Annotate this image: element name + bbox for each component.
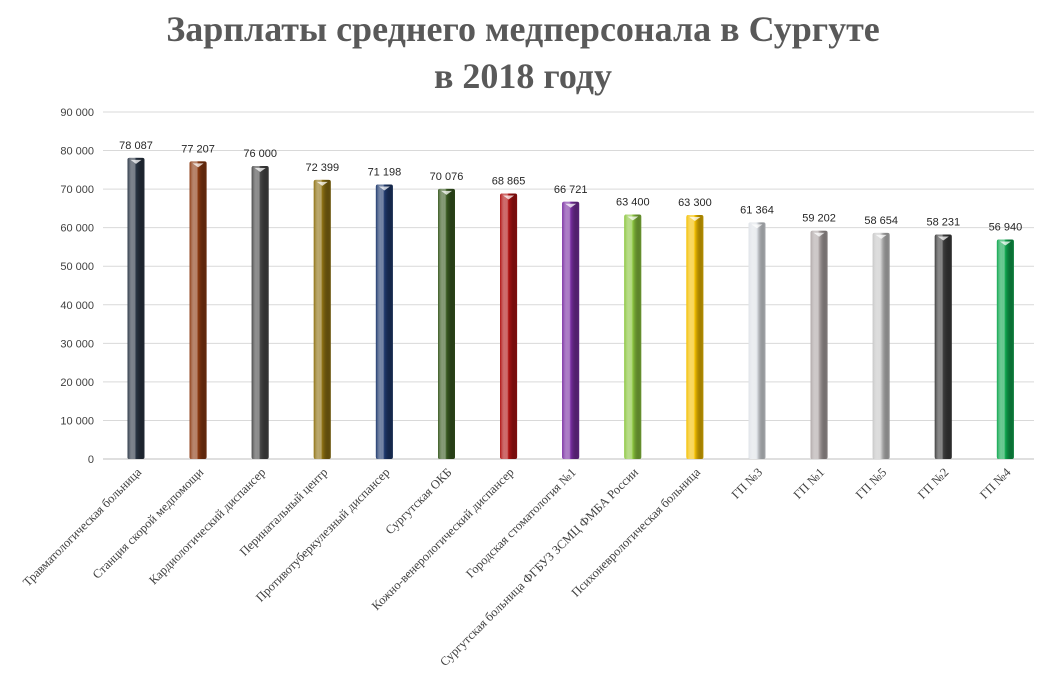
- data-label: 61 364: [740, 204, 774, 216]
- y-tick-label: 0: [88, 454, 94, 466]
- y-tick-label: 90 000: [60, 107, 94, 119]
- bar-gloss: [438, 188, 455, 459]
- bar-gloss: [996, 239, 1014, 459]
- data-label: 71 198: [368, 166, 402, 178]
- bar-cap-highlight: [316, 181, 328, 186]
- chart-title: Зарплаты среднего медперсонала в Сургуте…: [0, 6, 1046, 100]
- bar-cap-highlight: [378, 186, 390, 191]
- bar-gloss: [934, 234, 952, 459]
- chart-title-line-2: в 2018 году: [433, 56, 613, 96]
- bar-cap-highlight: [565, 203, 577, 208]
- x-tick-label: ГП №3: [729, 465, 765, 501]
- bar-gloss: [686, 214, 704, 459]
- data-label: 63 400: [616, 197, 650, 209]
- x-tick-label: Станция скорой медпомощи: [90, 465, 207, 582]
- bar-cap-highlight: [627, 216, 639, 221]
- bar-gloss: [189, 161, 207, 459]
- y-tick-label: 40 000: [60, 300, 94, 312]
- y-tick-label: 80 000: [60, 146, 94, 158]
- bar-cap-highlight: [999, 241, 1011, 246]
- data-label: 58 654: [864, 215, 898, 227]
- y-tick-label: 60 000: [60, 223, 94, 235]
- bar-gloss: [251, 165, 269, 459]
- data-label: 63 300: [678, 197, 712, 209]
- bar-gloss: [313, 179, 331, 459]
- data-label: 76 000: [243, 148, 277, 160]
- bars: 78 087 77 207 76 000 72 399 71 198 70 076 68 8…: [119, 140, 1023, 460]
- bar-gloss: [127, 157, 145, 460]
- y-axis: 0 10 000 20 000 30 000 40 000 50 000 60 000 70 …: [60, 107, 94, 466]
- data-label: 56 940: [989, 221, 1023, 233]
- bar-gloss: [810, 230, 828, 459]
- bar-cap-highlight: [192, 163, 204, 168]
- data-label: 77 207: [181, 143, 215, 155]
- x-tick-label: Психоневрологическая больница: [569, 465, 704, 600]
- data-label: 59 202: [802, 213, 836, 225]
- bar-cap-highlight: [875, 234, 887, 239]
- bar-cap-highlight: [503, 195, 515, 200]
- x-tick-label: Противотуберкулезный диспансер: [253, 465, 392, 604]
- x-tick-label: ГП №1: [791, 465, 827, 501]
- bar-gloss: [562, 201, 580, 459]
- data-label: 72 399: [305, 162, 339, 174]
- y-tick-label: 10 000: [60, 415, 94, 427]
- y-tick-label: 70 000: [60, 184, 94, 196]
- data-label: 70 076: [430, 171, 464, 183]
- x-tick-label: ГП №4: [977, 465, 1014, 502]
- bar-gloss: [872, 232, 890, 459]
- data-label: 68 865: [492, 175, 526, 187]
- bar-cap-highlight: [254, 167, 266, 172]
- chart-title-line-1: Зарплаты среднего медперсонала в Сургуте: [166, 9, 880, 49]
- bar-gloss: [624, 214, 642, 459]
- x-tick-label: Сургутская ОКБ: [383, 465, 455, 537]
- y-tick-label: 20 000: [60, 377, 94, 389]
- x-tick-label: Травматологическая больница: [20, 465, 144, 589]
- data-label: 78 087: [119, 140, 153, 152]
- bar-cap-highlight: [441, 190, 452, 195]
- y-tick-label: 30 000: [60, 338, 94, 350]
- bar-gloss: [500, 193, 518, 459]
- x-tick-label: ГП №2: [915, 465, 951, 501]
- y-tick-label: 50 000: [60, 261, 94, 273]
- data-label: 58 231: [926, 216, 960, 228]
- bar-cap-highlight: [130, 159, 142, 164]
- x-tick-label: Кардиологический диспансер: [146, 465, 268, 587]
- x-tick-label: ГП №5: [853, 465, 889, 501]
- bar-cap-highlight: [689, 216, 701, 221]
- x-tick-label: Городская стоматология №1: [463, 465, 579, 581]
- bar-gloss: [748, 222, 766, 459]
- bar-cap-highlight: [751, 224, 763, 229]
- data-label: 66 721: [554, 184, 588, 196]
- bar-cap-highlight: [937, 236, 949, 241]
- bar-gloss: [375, 184, 393, 459]
- bar-cap-highlight: [813, 232, 825, 237]
